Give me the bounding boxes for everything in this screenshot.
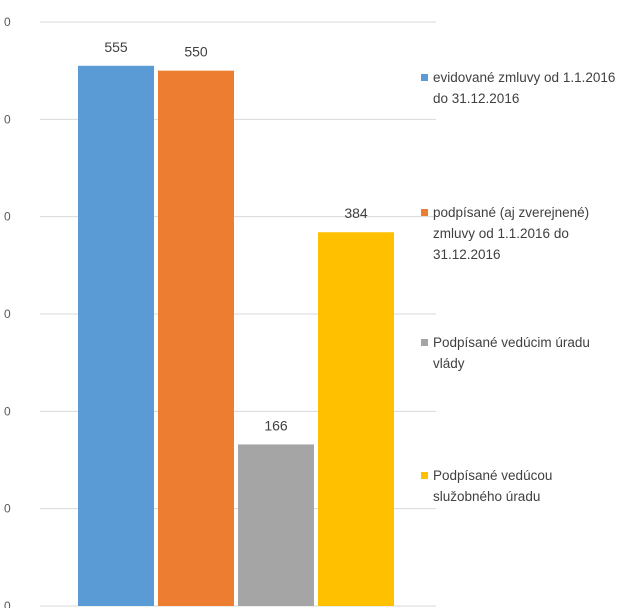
y-tick-label: 0 — [4, 112, 11, 126]
bar-3 — [238, 444, 314, 606]
legend-item-evidovane: evidované zmluvy od 1.1.2016 do 31.12.20… — [421, 67, 621, 109]
legend-item-veduci-uradu-vlady: Podpísané vedúcim úradu vlády — [421, 332, 621, 374]
legend-swatch-veduca-sluzobneho-uradu — [421, 472, 428, 479]
legend-item-veduca-sluzobneho-uradu: Podpísané vedúcou služobného úradu — [421, 465, 621, 507]
y-tick-label: 0 — [4, 404, 11, 418]
y-tick-label: 0 — [4, 210, 11, 224]
y-axis-tick-labels: 0 0 0 0 0 0 0 — [4, 15, 11, 608]
y-tick-label: 0 — [4, 15, 11, 29]
legend-swatch-podpisane — [421, 209, 428, 216]
y-tick-label: 0 — [4, 307, 11, 321]
legend-item-podpisane: podpísané (aj zverejnené) zmluvy od 1.1.… — [421, 202, 621, 265]
data-label-3: 166 — [264, 417, 288, 433]
bar-2 — [158, 70, 234, 606]
data-label-4: 384 — [344, 205, 368, 221]
legend-swatch-evidovane — [421, 74, 428, 81]
legend-label-veduca-sluzobneho-uradu: Podpísané vedúcou služobného úradu — [433, 468, 553, 504]
y-tick-label: 0 — [4, 599, 11, 608]
legend-label-veduci-uradu-vlady: Podpísané vedúcim úradu vlády — [433, 335, 590, 371]
bar-1 — [78, 65, 154, 607]
legend-label-podpisane: podpísané (aj zverejnené) zmluvy od 1.1.… — [433, 205, 590, 262]
bars — [78, 65, 394, 607]
data-label-1: 555 — [104, 39, 128, 55]
legend-swatch-veduci-uradu-vlady — [421, 339, 428, 346]
data-labels: 555 550 166 384 — [104, 39, 368, 434]
bar-4 — [318, 232, 394, 607]
y-tick-label: 0 — [4, 502, 11, 516]
legend-label-evidovane: evidované zmluvy od 1.1.2016 do 31.12.20… — [433, 70, 616, 106]
data-label-2: 550 — [184, 44, 208, 60]
